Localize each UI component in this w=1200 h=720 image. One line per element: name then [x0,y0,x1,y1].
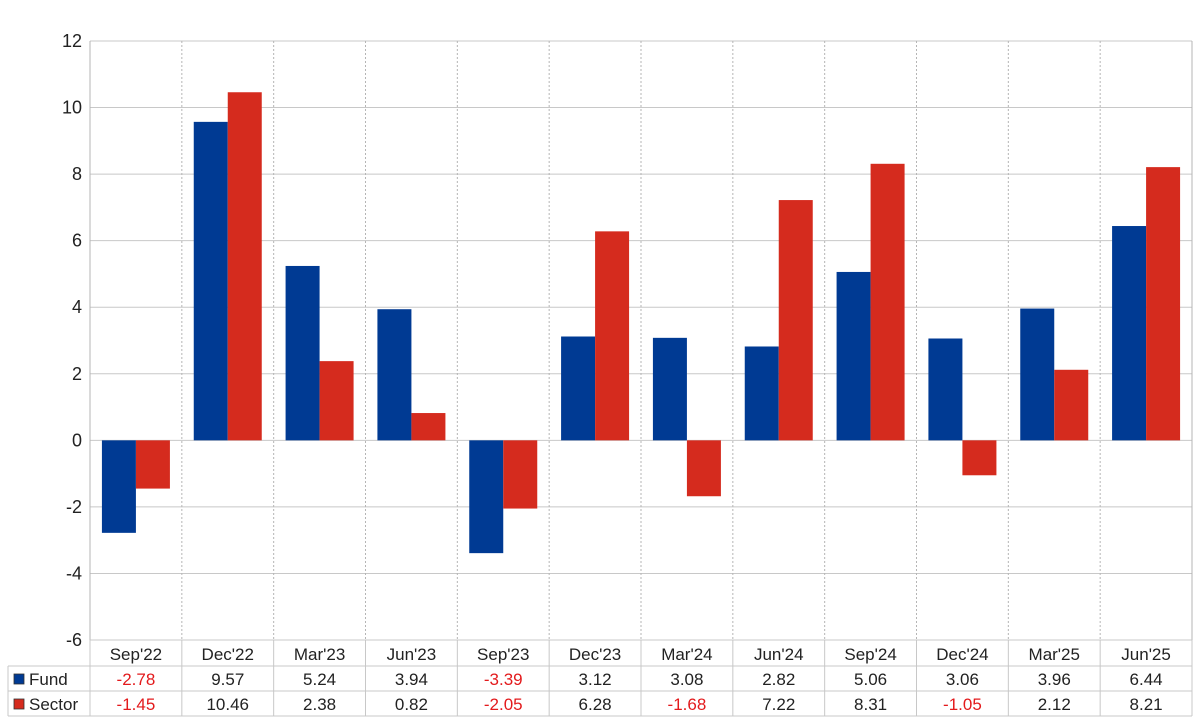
bar-fund [1020,308,1055,441]
y-tick-label: 8 [72,164,82,184]
table-cell: 3.06 [946,670,979,689]
table-cell: 8.21 [1130,695,1163,714]
table-cell: 9.57 [211,670,244,689]
table-cell: 5.24 [303,670,336,689]
y-tick-label: 6 [72,231,82,251]
bar-fund [1112,226,1147,441]
bar-sector [1054,369,1089,441]
bar-sector [319,361,354,441]
y-tick-label: 2 [72,364,82,384]
bar-sector [595,231,630,441]
table-cell: -1.45 [117,695,156,714]
table-cell: 6.44 [1130,670,1163,689]
x-category-label: Jun'25 [1121,645,1171,664]
x-category-label: Sep'23 [477,645,529,664]
y-axis-tick-labels: 12 10 8 6 4 2 0 -2 -4 -6 [62,31,82,650]
bar-sector [135,440,170,489]
table-cell: -2.05 [484,695,523,714]
bar-fund [193,121,228,441]
bar-sector [962,440,997,476]
data-table: Sep'22 Dec'22 Mar'23 Jun'23 Sep'23 Dec'23 Mar'… [7,639,1193,717]
x-category-label: Dec'22 [202,645,254,664]
legend-label-sector: Sector [29,695,78,714]
y-tick-label: 0 [72,430,82,450]
bar-fund [561,336,596,441]
bar-sector [870,163,905,441]
table-cell: 2.12 [1038,695,1071,714]
bar-sector [503,440,538,509]
y-tick-label: 4 [72,297,82,317]
y-tick-label: -2 [66,497,82,517]
y-tick-label: 10 [62,98,82,118]
bar-sector [1146,167,1181,441]
table-cell: 8.31 [854,695,887,714]
bar-fund [744,346,779,441]
table-cell: 5.06 [854,670,887,689]
bar-fund [469,440,504,554]
table-cell: 3.12 [579,670,612,689]
table-cell: -3.39 [484,670,523,689]
table-cell: 2.82 [762,670,795,689]
x-category-label: Dec'23 [569,645,621,664]
x-category-label: Jun'23 [387,645,437,664]
bar-fund [285,265,320,441]
x-category-label: Dec'24 [936,645,988,664]
bar-sector [227,92,262,441]
y-tick-label: 12 [62,31,82,51]
bar-sector [686,440,721,497]
x-category-label: Jun'24 [754,645,804,664]
x-category-label: Sep'24 [844,645,896,664]
x-category-label: Mar'23 [294,645,345,664]
table-cell: 3.96 [1038,670,1071,689]
table-cell: -1.05 [943,695,982,714]
table-cell: 3.94 [395,670,428,689]
bar-fund [652,337,687,441]
table-cell: -1.68 [668,695,707,714]
bar-fund [101,440,136,533]
table-cell: 7.22 [762,695,795,714]
y-tick-label: -6 [66,630,82,650]
x-category-label: Mar'25 [1029,645,1080,664]
table-cell: -2.78 [117,670,156,689]
table-cell: 3.08 [670,670,703,689]
table-cell: 2.38 [303,695,336,714]
bar-fund [928,338,963,441]
y-tick-label: -4 [66,563,82,583]
bar-sector [411,413,446,441]
table-cell: 0.82 [395,695,428,714]
legend-swatch-sector [13,698,25,710]
bar-sector [778,200,813,441]
bar-fund [836,271,871,441]
x-category-label: Mar'24 [661,645,712,664]
x-category-label: Sep'22 [110,645,162,664]
table-cell: 6.28 [579,695,612,714]
legend-swatch-fund [13,673,25,685]
bars [101,92,1181,554]
legend-label-fund: Fund [29,670,68,689]
table-cell: 10.46 [206,695,249,714]
bar-fund [377,309,412,441]
